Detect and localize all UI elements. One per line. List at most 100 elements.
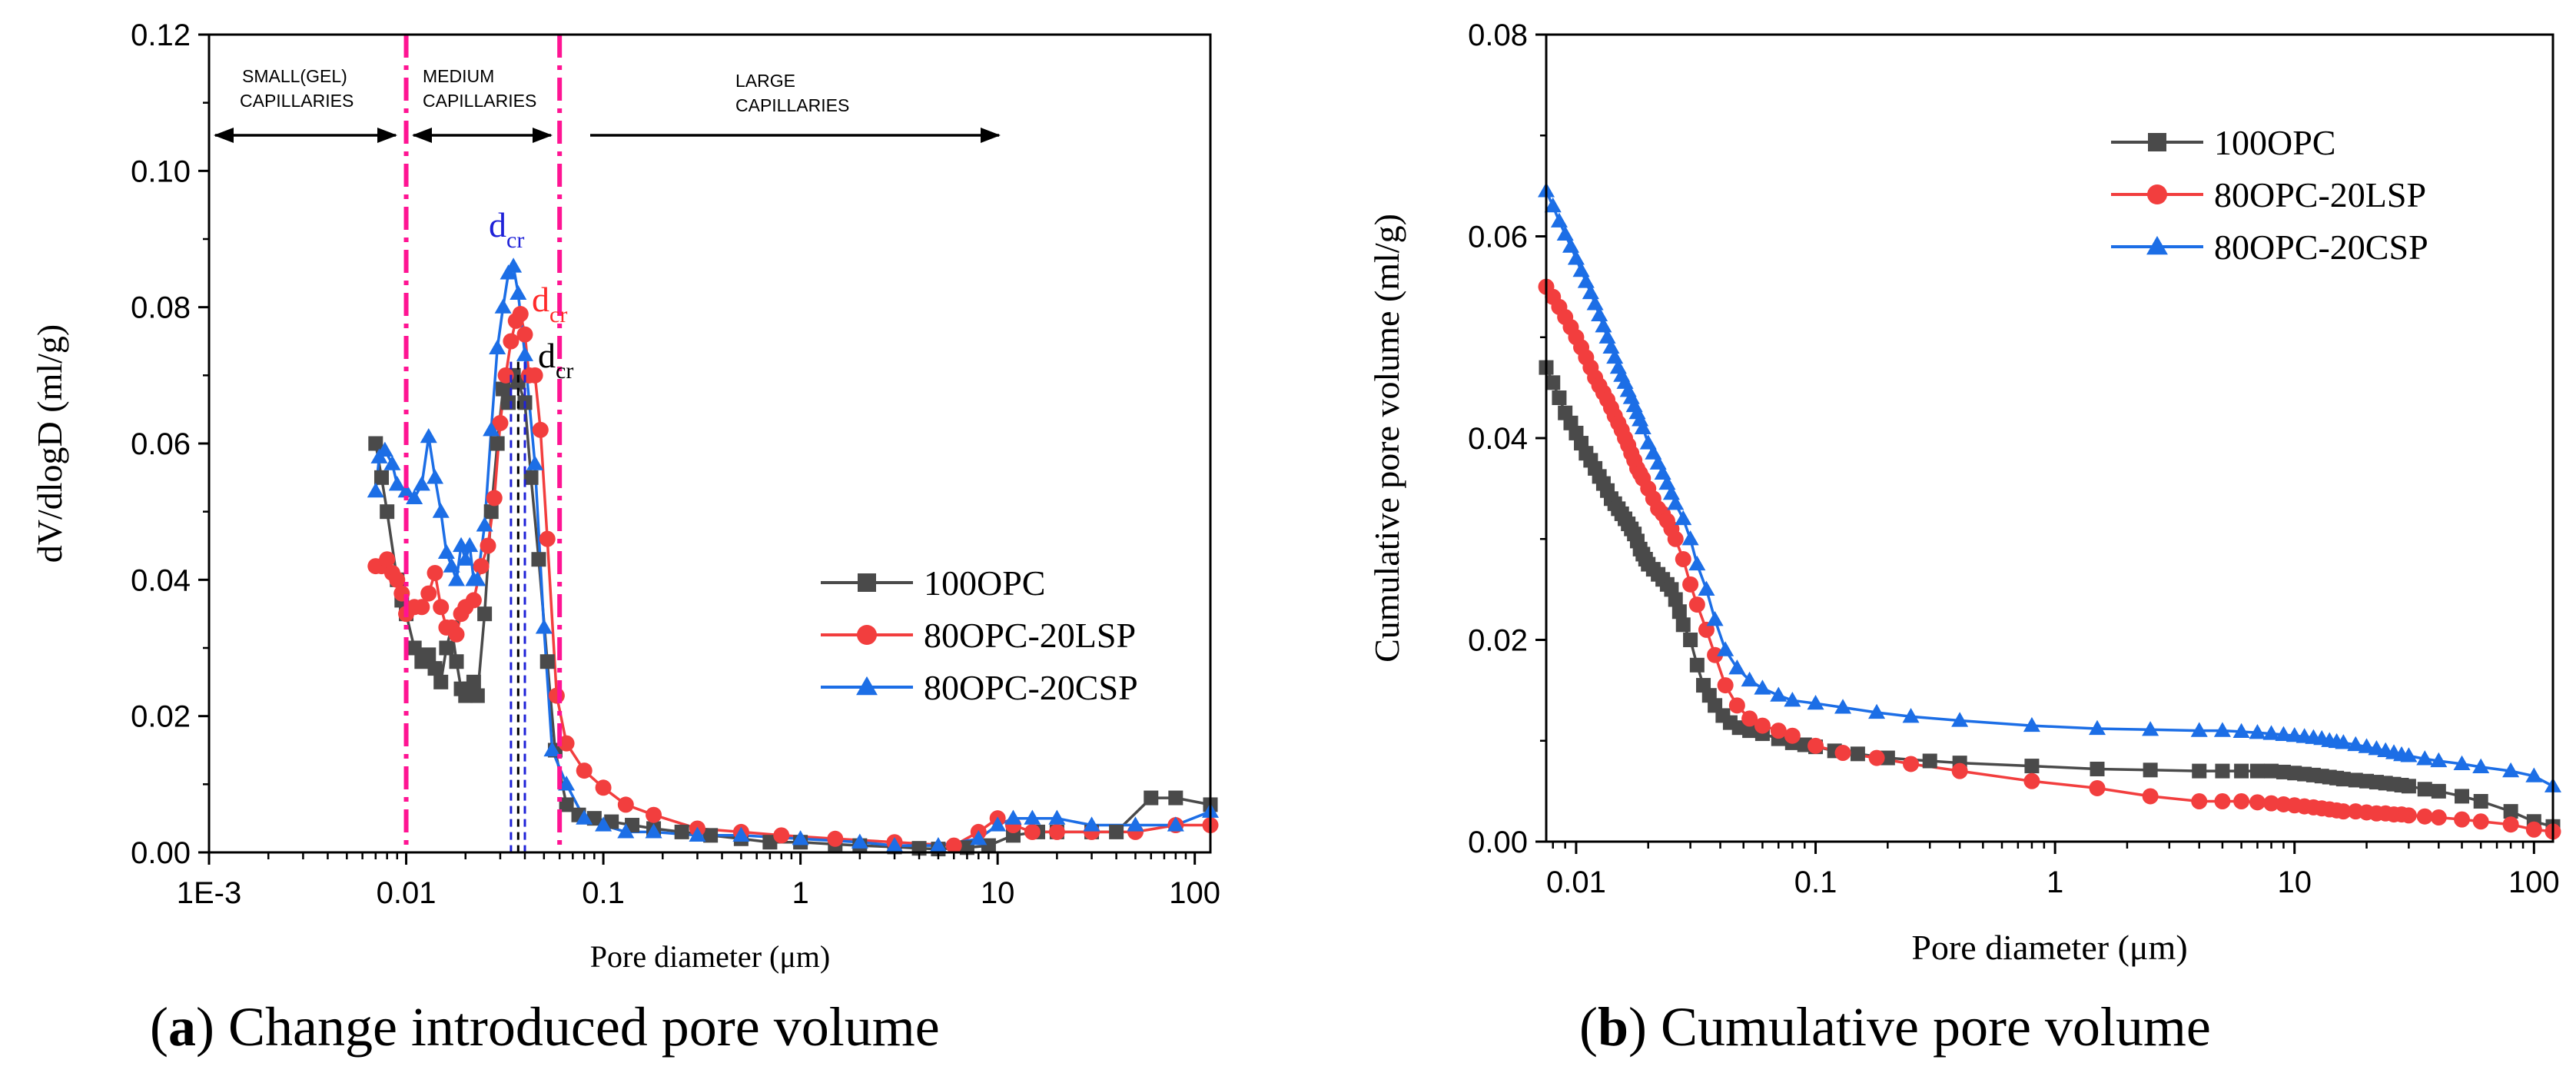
chart-a-point-100opc-27 [523,470,539,485]
chart-a-point-80opc-20lsp-21 [492,414,509,431]
chart-b-point-80opc-20csp-41 [1784,692,1801,707]
chart-b-legend-label-80opc-20lsp: 80OPC-20LSP [2214,175,2426,214]
chart-b-point-80opc-20lsp-45 [1903,756,1920,772]
chart-b-point-80opc-20lsp-43 [1834,745,1851,761]
chart-b-point-80opc-20csp-39 [1754,679,1771,695]
chart-a-point-100opc-10 [433,674,449,689]
chart-b-point-80opc-20lsp-51 [2214,793,2231,809]
chart-a-point-80opc-20lsp-9 [420,585,437,602]
chart-b-point-80opc-20csp-2 [1550,212,1568,228]
caption-b-text: Cumulative pore volume [1647,996,2211,1058]
chart-b-point-100opc-50 [1880,750,1895,766]
chart-a-point-80opc-20lsp-32 [558,735,575,752]
chart-b-point-80opc-20lsp-30 [1667,530,1684,547]
chart-b-point-80opc-20lsp-41 [1784,727,1801,744]
chart-b-ytick-label-1: 0.02 [1468,624,1528,658]
chart-a-ytick-label-3: 0.06 [131,427,191,461]
chart-b-point-80opc-20csp-54 [2262,725,2280,740]
chart-a-point-80opc-20csp-19 [476,517,493,532]
chart-b-point-80opc-20lsp-53 [2249,794,2266,811]
chart-b-point-100opc-33 [1675,617,1691,633]
chart-b-series-80opc-20csp-line [1545,190,2554,788]
chart-a-legend-label-80opc-20lsp: 80OPC-20LSP [924,616,1136,655]
chart-b-point-100opc-31 [1668,592,1683,607]
chart-a-point-80opc-20csp-40 [929,836,947,852]
chart-a-point-80opc-20lsp-2 [379,551,396,568]
chart-b-point-80opc-20csp-3 [1556,225,1574,241]
chart-b-point-80opc-20lsp-74 [2502,816,2519,833]
chart-b-point-80opc-20csp-75 [2525,767,2543,782]
chart-a-point-80opc-20lsp-25 [512,306,529,323]
chart-a-point-80opc-20csp-18 [469,571,486,586]
chart-b-ytick-label-3: 0.06 [1468,221,1528,254]
chart-a-point-80opc-20lsp-10 [427,564,443,581]
chart-b-legend-label-80opc-20csp: 80OPC-20CSP [2214,228,2428,267]
chart-a-point-80opc-20csp-10 [432,503,450,518]
chart-b-point-80opc-20csp-49 [2142,721,2159,736]
chart-b-point-80opc-20lsp-39 [1754,717,1771,734]
chart-a-ytick-label-0: 0.00 [131,836,191,870]
chart-b-point-80opc-20csp-48 [2088,719,2106,736]
chart-b-markers [1537,182,2562,840]
chart-a-point-80opc-20csp-44 [1024,809,1041,825]
chart-a-annotations [214,35,1001,852]
chart-a-ylabel: dV/dlogD (ml/g) [30,324,69,563]
chart-b-point-80opc-20csp-11 [1595,317,1612,333]
chart-b-point-80opc-20lsp-31 [1675,551,1691,567]
chart-a-point-80opc-20lsp-47 [1048,823,1065,840]
chart-b-legend-marker-80opc-20csp [2146,235,2168,255]
chart-b-point-100opc-75 [2401,779,2416,794]
chart-b-xtick-label-2: 1 [2047,865,2063,899]
chart-b-xtick-label-1: 0.1 [1794,865,1837,899]
chart-a-point-80opc-20lsp-29 [532,421,549,438]
chart-a-series-80opc-20csp-line [374,264,1211,847]
chart-b-point-80opc-20csp-7 [1577,273,1595,288]
chart-a-point-80opc-20lsp-8 [413,599,430,616]
chart-a-point-100opc-40 [762,835,778,850]
chart-a-point-80opc-20csp-2 [376,441,393,457]
chart-a-point-100opc-22 [496,381,511,397]
chart-a-point-80opc-20csp-29 [543,741,561,757]
chart-a-ytick-label-4: 0.08 [131,291,191,325]
chart-a-point-100opc-19 [477,606,493,622]
chart-b-xtick-label-3: 10 [2277,865,2312,899]
chart-a-point-80opc-20csp-47 [1127,816,1144,832]
region-medium-line2: CAPILLARIES [423,91,536,111]
chart-a-point-80opc-20lsp-36 [646,806,662,823]
chart-b-xlabel: Pore diameter (μm) [1911,928,2187,967]
chart-a-point-80opc-20lsp-20 [486,490,503,507]
caption-b: (b) Cumulative pore volume [1579,996,2211,1058]
chart-a-plot-frame [207,33,1212,854]
chart-b-point-100opc-2 [1552,390,1567,405]
chart-a-xtick-label-1: 0.01 [377,876,437,910]
chart-b-point-100opc-51 [1922,753,1937,769]
chart-b-point-80opc-20csp-42 [1807,694,1824,710]
chart-b-ticks: 0.00 0.02 0.04 0.06 0.08 0.01 0.1 1 10 100 [1468,18,2560,899]
chart-a-point-80opc-20lsp-30 [539,530,556,547]
chart-a-point-100opc-53 [1109,824,1124,839]
chart-b-point-80opc-20lsp-75 [2525,821,2542,838]
chart-a-legend-marker-80opc-20lsp [857,625,877,645]
chart-a-point-80opc-20csp-24 [505,257,523,273]
chart-a-point-100opc-1 [373,470,389,485]
chart-a-point-80opc-20lsp-11 [433,599,450,616]
chart-a-markers [367,257,1220,857]
chart-b-point-80opc-20csp-5 [1567,250,1585,265]
chart-a-point-80opc-20csp-45 [1048,809,1066,825]
chart-b-point-80opc-20csp-24 [1639,434,1657,450]
chart-a-point-80opc-20lsp-4 [389,571,406,588]
chart-a-point-80opc-20lsp-35 [617,796,634,813]
chart-a-point-80opc-20csp-46 [1083,816,1100,832]
chart-b-point-80opc-20csp-72 [2453,755,2471,771]
chart-a-ytick-label-6: 0.12 [131,18,191,52]
region-small-line2: CAPILLARIES [240,91,354,111]
chart-b-point-80opc-20csp-34 [1698,580,1715,596]
chart-a-point-100opc-17 [466,674,481,689]
chart-b-point-100opc-42 [1742,723,1758,739]
chart-a-point-80opc-20csp-35 [689,826,706,842]
chart-b-point-80opc-20csp-30 [1667,495,1685,510]
chart-a-point-100opc-8 [421,647,437,663]
chart-b-point-100opc-53 [2024,759,2040,774]
chart-a-point-80opc-20csp-43 [1004,809,1022,825]
chart-a-point-80opc-20csp-37 [792,830,809,845]
